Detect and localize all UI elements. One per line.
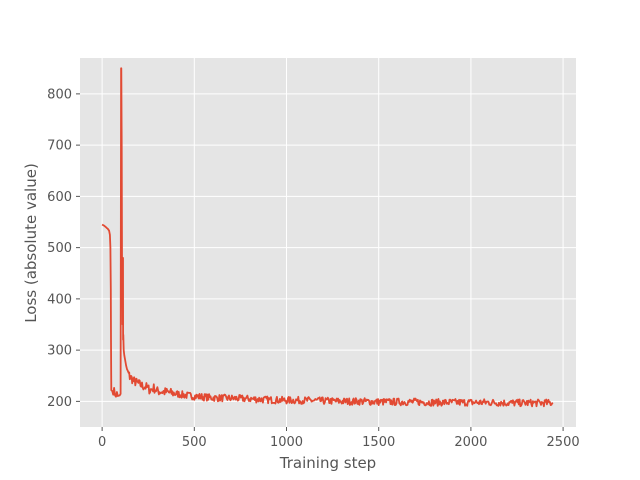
y-tick-label: 300 [47,344,72,359]
x-tick-label: 500 [182,435,207,450]
y-tick-label: 600 [47,190,72,205]
x-tick-label: 1000 [270,435,303,450]
loss-series-line [101,67,554,408]
y-axis-label: Loss (absolute value) [22,163,40,323]
x-axis-ticks: 0 500 1000 1500 2000 2500 [98,427,580,450]
y-tick-label: 800 [47,87,72,102]
x-tick-label: 2000 [454,435,487,450]
x-tick-label: 2500 [547,435,580,450]
y-tick-label: 400 [47,292,72,307]
y-tick-label: 200 [47,395,72,410]
y-tick-label: 500 [47,241,72,256]
grid-lines [80,58,576,427]
x-tick-label: 1500 [362,435,395,450]
y-tick-label: 700 [47,139,72,154]
plot-background [80,58,576,427]
y-axis-ticks: 200 300 400 500 600 700 800 [47,87,80,410]
x-tick-label: 0 [98,435,106,450]
x-axis-label: Training step [279,454,376,472]
